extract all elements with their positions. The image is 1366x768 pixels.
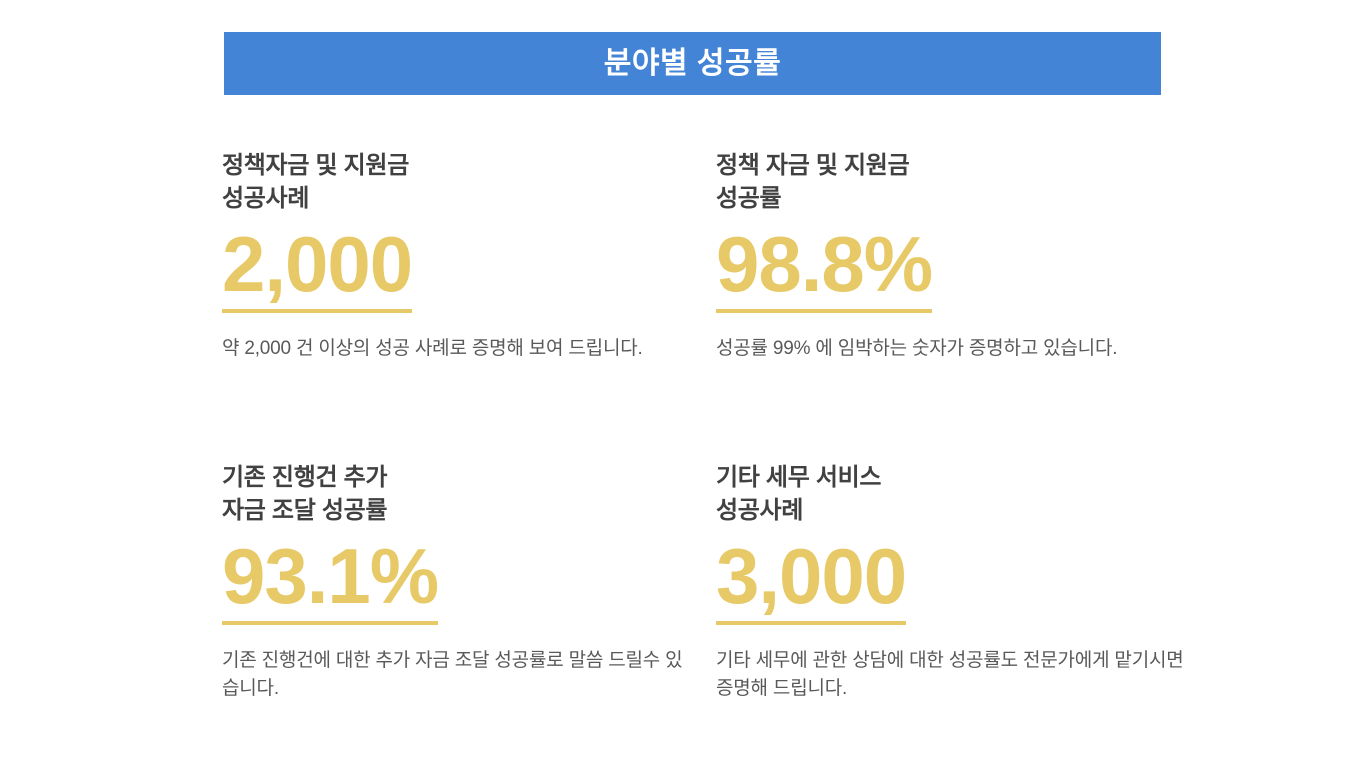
stat-value: 2,000 — [222, 220, 413, 309]
stat-value-underline: 93.1% — [222, 532, 439, 625]
stat-label-line-1: 기타 세무 서비스 — [716, 464, 882, 491]
stat-label: 기타 세무 서비스 성공사례 — [716, 462, 1202, 527]
stat-description: 기타 세무에 관한 상담에 대한 성공률도 전문가에게 맡기시면 증명해 드립니… — [716, 649, 1184, 699]
stat-description: 기존 진행건에 대한 추가 자금 조달 성공률로 말씀 드릴수 있습니다. — [222, 649, 683, 699]
stat-value: 93.1% — [222, 532, 439, 621]
stat-label-line-2: 성공사례 — [716, 496, 804, 524]
stat-label-line-2: 성공률 — [716, 184, 782, 212]
stat-value-underline: 3,000 — [716, 532, 907, 625]
stat-value-underline: 2,000 — [222, 220, 413, 313]
title-banner: 분야별 성공률 — [224, 32, 1161, 95]
page-title: 분야별 성공률 — [603, 46, 782, 80]
stat-value: 3,000 — [716, 532, 907, 621]
stat-label-line-2: 성공사례 — [222, 184, 310, 212]
stat-value: 98.8% — [716, 220, 933, 309]
stat-label-line-2: 자금 조달 성공률 — [222, 496, 388, 524]
stat-label: 기존 진행건 추가 자금 조달 성공률 — [222, 462, 716, 527]
stat-description: 약 2,000 건 이상의 성공 사례로 증명해 보여 드립니다. — [222, 337, 643, 359]
stats-grid: 정책자금 및 지원금 성공사례 2,000 약 2,000 건 이상의 성공 사… — [222, 150, 1202, 703]
stat-card-policy-fund-rate: 정책 자금 및 지원금 성공률 98.8% 성공률 99% 에 임박하는 숫자가… — [716, 150, 1202, 462]
stat-label: 정책자금 및 지원금 성공사례 — [222, 150, 716, 215]
stat-label-line-1: 정책자금 및 지원금 — [222, 152, 409, 179]
stat-label: 정책 자금 및 지원금 성공률 — [716, 150, 1202, 215]
stat-card-additional-funding-rate: 기존 진행건 추가 자금 조달 성공률 93.1% 기존 진행건에 대한 추가 … — [222, 462, 716, 703]
stat-label-line-1: 정책 자금 및 지원금 — [716, 152, 910, 179]
stat-card-tax-service-cases: 기타 세무 서비스 성공사례 3,000 기타 세무에 관한 상담에 대한 성공… — [716, 462, 1202, 703]
stat-card-policy-fund-cases: 정책자금 및 지원금 성공사례 2,000 약 2,000 건 이상의 성공 사… — [222, 150, 716, 462]
stat-value-underline: 98.8% — [716, 220, 933, 313]
stat-description: 성공률 99% 에 임박하는 숫자가 증명하고 있습니다. — [716, 337, 1118, 359]
stat-label-line-1: 기존 진행건 추가 — [222, 464, 388, 491]
